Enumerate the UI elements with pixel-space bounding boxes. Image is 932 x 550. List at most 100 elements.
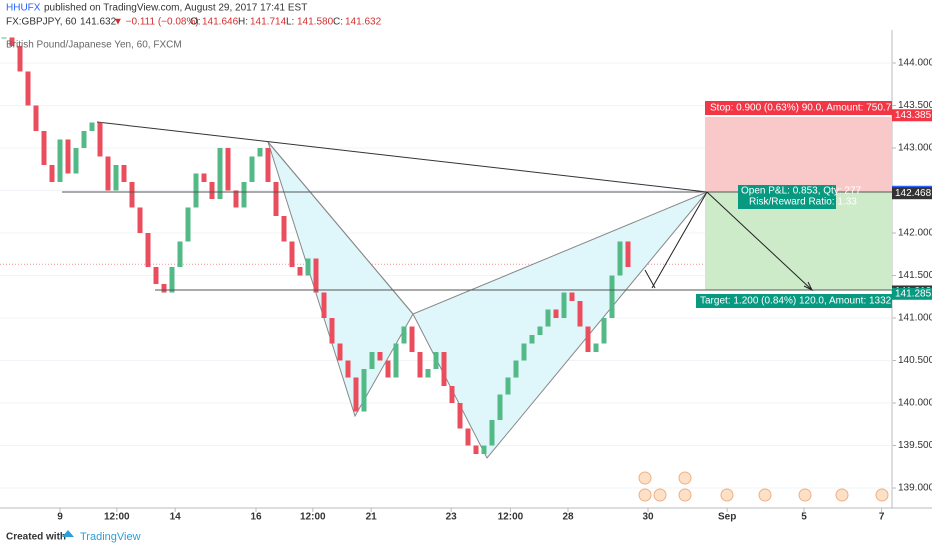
candle [505,377,511,395]
y-tick-label: 140.500 [898,355,932,366]
candle [353,377,359,412]
target-label-bg [696,294,892,308]
candle [345,360,351,378]
published: published on TradingView.com, August 29,… [44,3,307,14]
candle [409,326,415,353]
pnl-label: Open P&L: 0.853, Qty: 277 [741,186,862,197]
candle [185,207,191,242]
candle [257,147,263,157]
footer-created: Created with [6,532,66,543]
high-label: H: [238,17,248,28]
y-tick-label: 141.500 [898,270,932,281]
candle [153,267,159,285]
candle [553,309,559,319]
candle [201,173,207,182]
candle [17,45,23,72]
candle [521,343,527,361]
x-tick-label: 23 [446,512,458,523]
y-tick-label: 143.000 [898,143,932,154]
y-tick-label: 144.000 [898,58,932,69]
change: ▼ −0.111 (−0.08%) [113,17,199,28]
y-tick-label: 142.000 [898,228,932,239]
candle [625,241,631,268]
x-tick-label: 16 [250,512,262,523]
candle [401,326,407,344]
x-tick-label: 30 [642,512,654,523]
x-tick-label: 14 [170,512,182,523]
candle [457,403,463,429]
candle [321,292,327,319]
stop-label-bg [705,101,892,115]
open: 141.646 [202,17,239,28]
close-label: C: [333,17,343,28]
candle [225,147,231,191]
candle [465,428,471,446]
candle [41,130,47,165]
candle [65,139,71,174]
x-tick-label: Sep [718,512,736,523]
candle [9,37,15,46]
candle [89,122,95,131]
candle [161,284,167,293]
candle [377,352,383,361]
candle [49,164,55,182]
candle [209,181,215,199]
candle [137,207,143,233]
price-tag-label: 142.468 [895,188,932,199]
candle [617,241,623,276]
candle [313,258,319,293]
candle [537,326,543,336]
candle [57,139,63,182]
x-tick-label: 7 [879,512,885,523]
candle [177,241,183,268]
candle [233,190,239,208]
high: 141.714 [250,17,287,28]
candle [33,105,39,131]
candle [329,318,335,344]
candle [241,181,247,208]
candle [369,352,375,370]
x-tick-label: 28 [562,512,574,523]
candle [545,309,551,327]
candle [145,232,151,268]
candle [281,215,287,242]
candle [193,173,199,208]
target-label: Target: 1.200 (0.84%) 120.0, Amount: 133… [700,296,892,307]
pattern-bcd [412,191,708,459]
candle [497,394,503,421]
x-tick-label: 12:00 [104,512,130,523]
candle [73,147,79,174]
candle [577,301,583,327]
chart-title: British Pound/Japanese Yen, 60, FXCM [6,40,182,51]
publisher[interactable]: HHUFX [6,3,41,14]
candle [361,369,367,412]
candle [609,275,615,319]
low: 141.580 [297,17,334,28]
candle [569,292,575,302]
last: 141.632 [80,17,117,28]
footer-brand[interactable]: TradingView [80,531,141,543]
x-tick-label: 21 [366,512,378,523]
candle [425,369,431,378]
low-label: L: [286,17,294,28]
footer-logo [62,530,74,537]
candle [593,343,599,353]
candle [481,445,487,455]
candle [265,147,271,182]
candle [297,267,303,276]
close: 141.632 [345,17,382,28]
candle [513,360,519,378]
x-tick-label: 9 [57,512,63,523]
ratio-label: Risk/Reward Ratio: 1.33 [749,197,857,208]
event-icons [638,471,889,502]
y-tick-label: 139.000 [898,483,932,494]
price-tag-label: 141.285 [895,288,932,299]
y-tick-label: 139.500 [898,440,932,451]
candle [489,420,495,446]
stop-zone [705,117,892,192]
candle [105,156,111,191]
y-tick-label: 143.500 [898,100,932,111]
candle [129,181,135,208]
